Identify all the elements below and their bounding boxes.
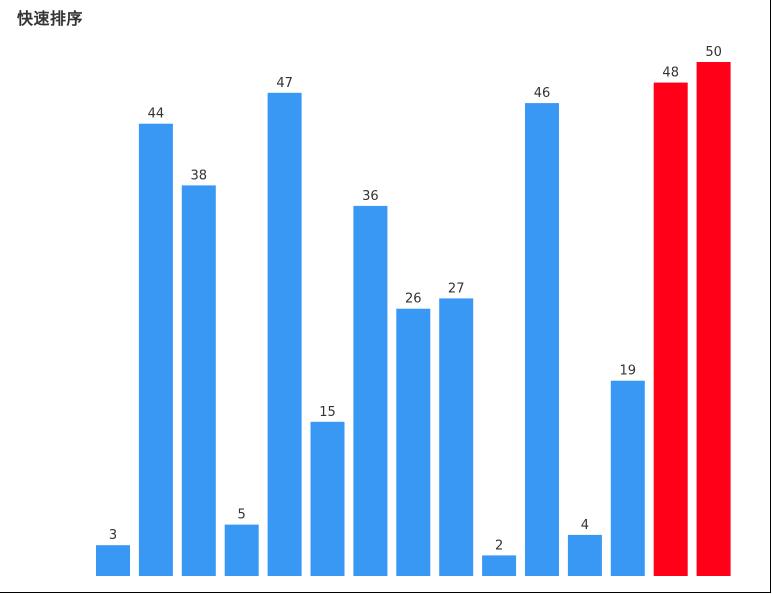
bars-group (96, 62, 731, 577)
bar-value-label-14: 50 (705, 45, 722, 60)
bar-value-label-1: 44 (148, 107, 165, 122)
bar-6 (353, 205, 388, 576)
bar-11 (567, 534, 602, 576)
bar-0 (96, 545, 130, 576)
bar-14 (696, 62, 731, 576)
bar-value-label-6: 36 (362, 189, 379, 204)
bar-value-label-3: 5 (238, 508, 246, 523)
bar-3 (224, 524, 259, 576)
value-labels-group: 3 44 38 5 47 15 36 26 27 2 46 4 19 48 50 (109, 45, 722, 553)
bar-value-label-10: 46 (534, 86, 551, 101)
bar-1 (138, 123, 173, 576)
bar-9 (482, 555, 517, 576)
bar-13 (653, 82, 688, 576)
bar-7 (396, 308, 431, 576)
bar-value-label-13: 48 (662, 66, 679, 81)
chart-title: 快速排序 (17, 9, 84, 28)
bar-10 (525, 103, 559, 576)
bar-value-label-7: 26 (405, 292, 422, 307)
bar-value-label-0: 3 (109, 528, 117, 543)
bar-value-label-2: 38 (191, 168, 208, 183)
bar-value-label-11: 4 (581, 518, 589, 533)
bar-12 (610, 380, 645, 576)
bar-value-label-9: 2 (495, 538, 503, 553)
bar-2 (181, 185, 216, 576)
bar-5 (310, 421, 345, 576)
bar-value-label-12: 19 (620, 364, 637, 379)
bar-4 (267, 92, 302, 577)
bar-8 (439, 298, 474, 576)
bar-value-label-8: 27 (448, 281, 465, 296)
bar-value-label-4: 47 (276, 76, 293, 91)
bar-value-label-5: 15 (319, 405, 336, 420)
